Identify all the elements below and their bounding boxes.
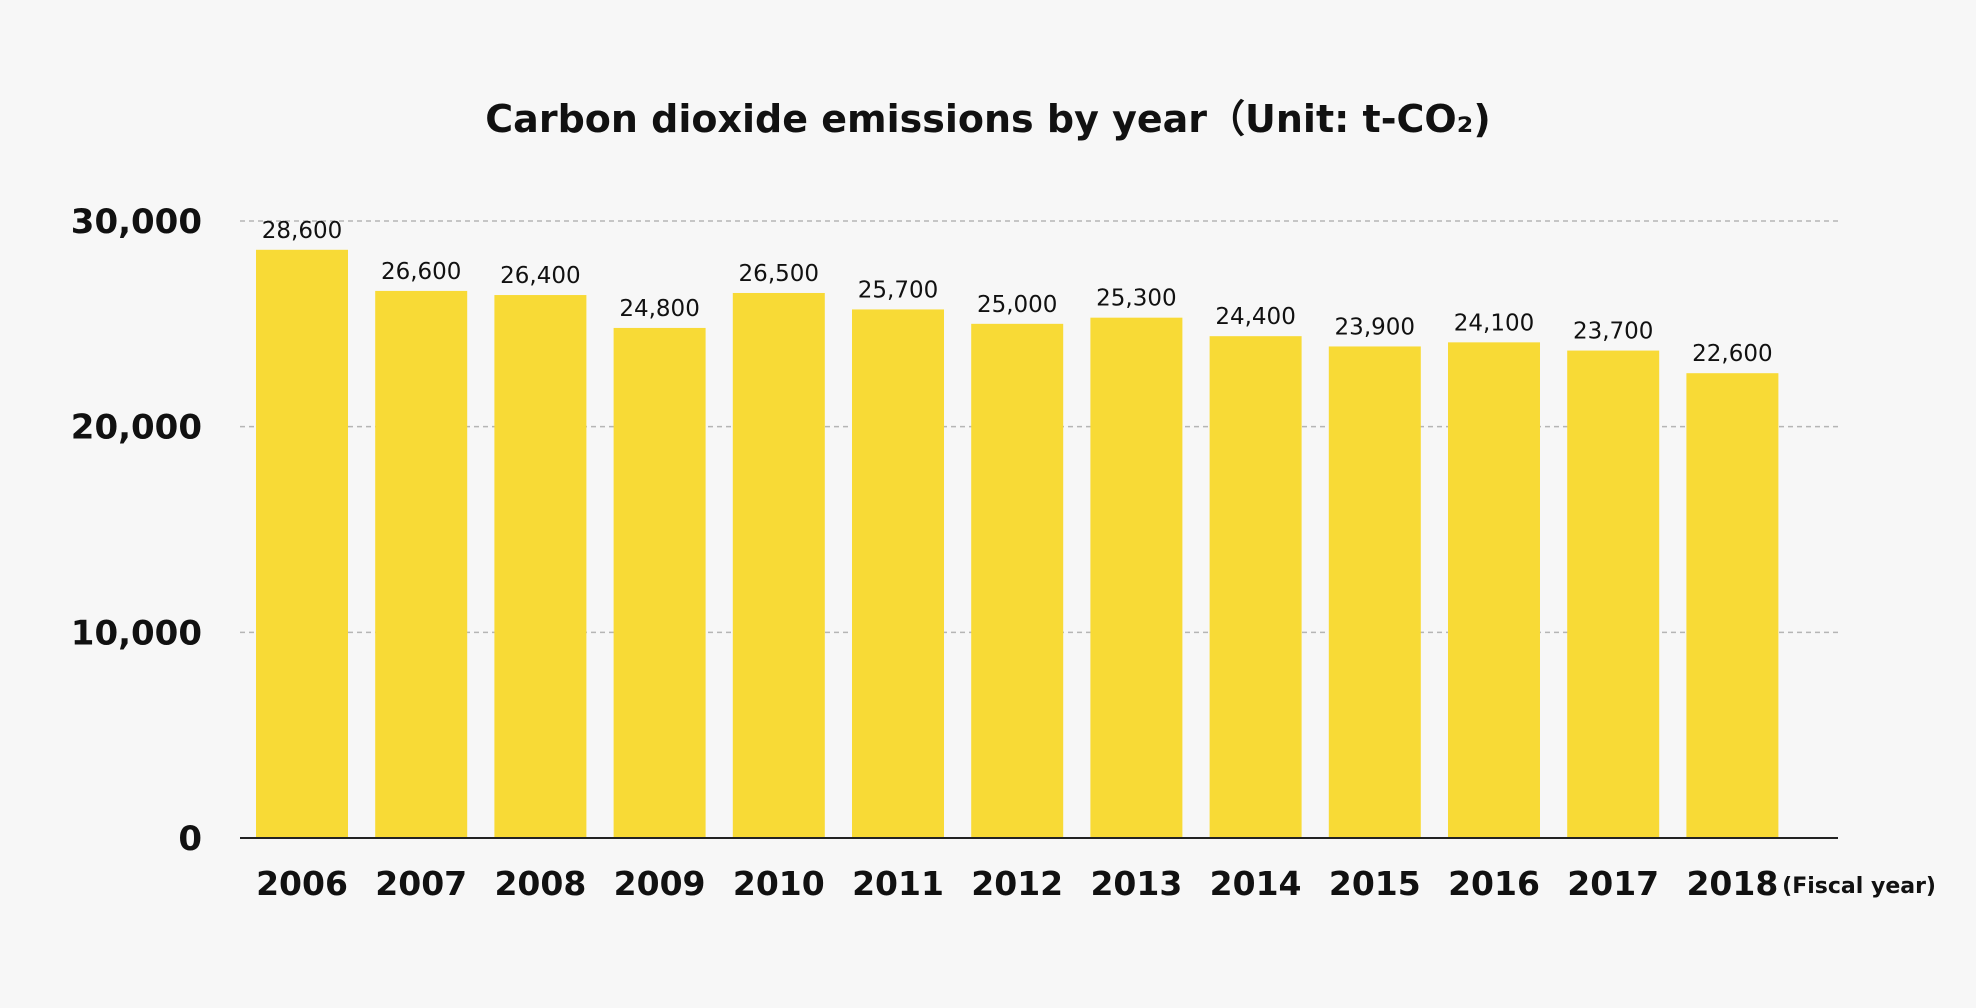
bar-2006 — [256, 249, 348, 838]
bars — [256, 249, 1779, 839]
x-tick-label-2010: 2010 — [733, 864, 825, 903]
x-tick-label-2013: 2013 — [1090, 864, 1182, 903]
x-tick-label-2006: 2006 — [256, 864, 348, 903]
bar-2010 — [732, 292, 825, 838]
y-axis-ticks: 0 10,000 20,000 30,000 — [71, 202, 202, 859]
x-tick-label-2018: 2018 — [1686, 864, 1778, 903]
data-label-2018: 22,600 — [1692, 341, 1772, 367]
data-label-2017: 23,700 — [1573, 319, 1653, 345]
x-tick-label-2016: 2016 — [1448, 864, 1540, 903]
bar-2009 — [613, 327, 706, 838]
y-tick-label: 0 — [178, 819, 202, 859]
data-label-2012: 25,000 — [977, 292, 1057, 318]
bar-2017 — [1567, 350, 1660, 838]
x-tick-label-2011: 2011 — [852, 864, 944, 903]
x-tick-label-2015: 2015 — [1329, 864, 1421, 903]
data-label-2015: 23,900 — [1335, 314, 1415, 340]
bar-2008 — [494, 295, 587, 838]
x-tick-label-2017: 2017 — [1567, 864, 1659, 903]
data-label-2016: 24,100 — [1454, 310, 1534, 336]
bar-2018 — [1686, 373, 1779, 838]
data-label-2013: 25,300 — [1096, 286, 1176, 312]
bar-2014 — [1209, 336, 1302, 838]
chart-title: Carbon dioxide emissions by year（Unit: t… — [485, 97, 1491, 141]
data-label-2011: 25,700 — [858, 277, 938, 303]
bar-2013 — [1090, 317, 1183, 838]
x-tick-label-2009: 2009 — [614, 864, 706, 903]
data-label-2008: 26,400 — [500, 263, 580, 289]
data-label-2007: 26,600 — [381, 259, 461, 285]
data-label-2014: 24,400 — [1215, 304, 1295, 330]
data-labels: 28,600 26,600 26,400 24,800 26,500 25,700 25,0… — [262, 218, 1773, 367]
data-label-2010: 26,500 — [739, 261, 819, 287]
x-tick-label-2008: 2008 — [494, 864, 586, 903]
bar-2015 — [1328, 346, 1421, 838]
x-axis-ticks: 2006 2007 2008 2009 2010 2011 2012 2013 2014 2015… — [256, 864, 1778, 903]
x-axis-unit-label: (Fiscal year) — [1782, 874, 1936, 899]
x-tick-label-2007: 2007 — [375, 864, 467, 903]
y-tick-label: 30,000 — [71, 202, 202, 242]
bar-2007 — [375, 290, 468, 839]
bar-2012 — [971, 323, 1064, 838]
y-tick-label: 10,000 — [71, 613, 202, 653]
y-tick-label: 20,000 — [71, 408, 202, 448]
x-tick-label-2014: 2014 — [1210, 864, 1302, 903]
bar-2011 — [852, 309, 944, 839]
x-tick-label-2012: 2012 — [971, 864, 1063, 903]
bar-2016 — [1448, 342, 1540, 838]
data-label-2009: 24,800 — [619, 296, 699, 322]
data-label-2006: 28,600 — [262, 218, 342, 244]
